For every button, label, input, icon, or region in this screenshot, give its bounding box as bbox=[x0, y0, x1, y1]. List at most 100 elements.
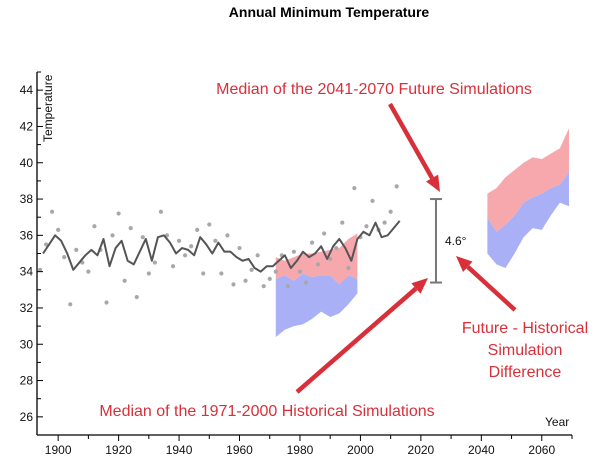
observation-point bbox=[140, 235, 145, 240]
y-axis: 26 28 30 32 34 36 38 40 42 44 bbox=[20, 71, 43, 436]
observation-point bbox=[328, 256, 333, 262]
observation-point bbox=[122, 278, 127, 283]
historical-simulation-band bbox=[275, 273, 358, 337]
observation-point bbox=[37, 267, 43, 272]
observation-point bbox=[303, 280, 309, 285]
observation-point bbox=[243, 278, 248, 283]
x-tick-label: 2060 bbox=[528, 443, 555, 457]
observation-point bbox=[74, 247, 79, 252]
observation-point bbox=[104, 300, 109, 305]
observation-point bbox=[219, 271, 224, 276]
bracket-label: 4.6° bbox=[445, 234, 467, 248]
svg-text:Median of the 1971-2000 Histor: Median of the 1971-2000 Historical Simul… bbox=[99, 403, 434, 420]
y-tick-label: 42 bbox=[20, 119, 34, 133]
x-tick-label: 1940 bbox=[166, 443, 193, 457]
observation-point bbox=[201, 271, 206, 276]
observation-point bbox=[50, 209, 55, 214]
y-tick-label: 26 bbox=[20, 410, 34, 424]
arrow-to-historical-median bbox=[295, 278, 428, 394]
observation-point bbox=[267, 276, 272, 282]
y-tick-label: 30 bbox=[20, 337, 34, 351]
y-tick-label: 40 bbox=[20, 156, 34, 170]
y-tick-label: 38 bbox=[20, 192, 34, 206]
arrow-head bbox=[456, 256, 473, 272]
chart-title: Annual Minimum Temperature bbox=[229, 4, 430, 20]
observation-point bbox=[388, 209, 393, 214]
observation-point bbox=[346, 265, 351, 271]
annotation-difference: Future - Historical Simulation Differenc… bbox=[462, 320, 588, 381]
arrow-shaft bbox=[466, 265, 517, 312]
x-tick-label: 2040 bbox=[468, 443, 495, 457]
observation-point bbox=[309, 240, 315, 245]
observation-point bbox=[86, 269, 91, 274]
observation-point bbox=[176, 238, 182, 243]
y-axis-title: Temperature bbox=[41, 74, 55, 142]
x-tick-label: 2020 bbox=[408, 443, 435, 457]
y-tick-label: 32 bbox=[20, 301, 34, 315]
svg-text:Median of the 2041-2070 Future: Median of the 2041-2070 Future Simulatio… bbox=[216, 81, 532, 98]
observation-point bbox=[334, 245, 339, 251]
observation-point bbox=[237, 245, 242, 251]
observation-point bbox=[352, 186, 357, 191]
y-tick-label: 28 bbox=[20, 374, 34, 388]
svg-text:Simulation: Simulation bbox=[488, 342, 563, 359]
x-tick-label: 1960 bbox=[226, 443, 253, 457]
y-tick-label: 44 bbox=[20, 83, 34, 97]
y-tick-label: 34 bbox=[20, 265, 34, 279]
observation-point bbox=[207, 222, 212, 227]
observation-point bbox=[394, 184, 399, 189]
svg-text:Difference: Difference bbox=[489, 364, 562, 381]
x-tick-label: 2000 bbox=[347, 443, 374, 457]
observation-point bbox=[195, 227, 200, 233]
observation-point bbox=[382, 220, 387, 225]
observation-point bbox=[43, 242, 49, 247]
historical-simulation-band bbox=[487, 171, 569, 269]
observation-point bbox=[213, 238, 218, 243]
y-tick-label: 36 bbox=[20, 228, 34, 242]
arrow-head bbox=[426, 174, 440, 192]
observation-point bbox=[56, 227, 61, 233]
observation-point bbox=[134, 294, 139, 300]
arrow-shaft bbox=[295, 286, 418, 394]
observation-point bbox=[364, 224, 369, 229]
observation-point bbox=[116, 211, 121, 216]
observation-point bbox=[68, 302, 73, 307]
observation-point bbox=[249, 267, 254, 272]
observation-point bbox=[170, 264, 176, 269]
observation-point bbox=[297, 269, 303, 274]
x-tick-label: 1900 bbox=[45, 443, 72, 457]
future-simulation-band bbox=[487, 128, 569, 232]
x-axis: 1900 1920 1940 1960 1980 2000 2020 2040 2060 bbox=[37, 434, 573, 457]
plot-layer bbox=[37, 128, 569, 337]
observation-point bbox=[128, 225, 133, 231]
arrow-to-future-median bbox=[388, 102, 440, 192]
annotation-historical-median: Median of the 1971-2000 Historical Simul… bbox=[99, 403, 434, 420]
observation-point bbox=[285, 284, 290, 289]
observation-point bbox=[231, 282, 236, 287]
observation-point bbox=[110, 233, 115, 238]
observation-point bbox=[316, 262, 321, 267]
observation-point bbox=[255, 253, 260, 258]
annotation-future-median: Median of the 2041-2070 Future Simulatio… bbox=[216, 81, 532, 98]
observation-point bbox=[183, 253, 188, 258]
difference-bracket: 4.6° bbox=[429, 198, 467, 284]
observation-point bbox=[146, 271, 151, 276]
future-simulation-band bbox=[275, 233, 358, 285]
annotation-arrows bbox=[295, 102, 517, 394]
observation-point bbox=[158, 209, 164, 214]
observation-point bbox=[189, 244, 194, 249]
arrow-to-bracket bbox=[456, 256, 517, 312]
observation-point bbox=[370, 198, 375, 203]
svg-text:Future - Historical: Future - Historical bbox=[462, 320, 588, 337]
x-axis-title: Year bbox=[545, 415, 569, 429]
x-tick-label: 1980 bbox=[287, 443, 314, 457]
observation-point bbox=[225, 233, 230, 238]
observation-point bbox=[62, 255, 67, 260]
observation-point bbox=[152, 260, 157, 265]
observation-point bbox=[92, 224, 97, 229]
arrow-shaft bbox=[388, 102, 435, 180]
x-tick-label: 1920 bbox=[105, 443, 132, 457]
observation-point bbox=[322, 231, 327, 236]
observation-point bbox=[261, 284, 266, 289]
